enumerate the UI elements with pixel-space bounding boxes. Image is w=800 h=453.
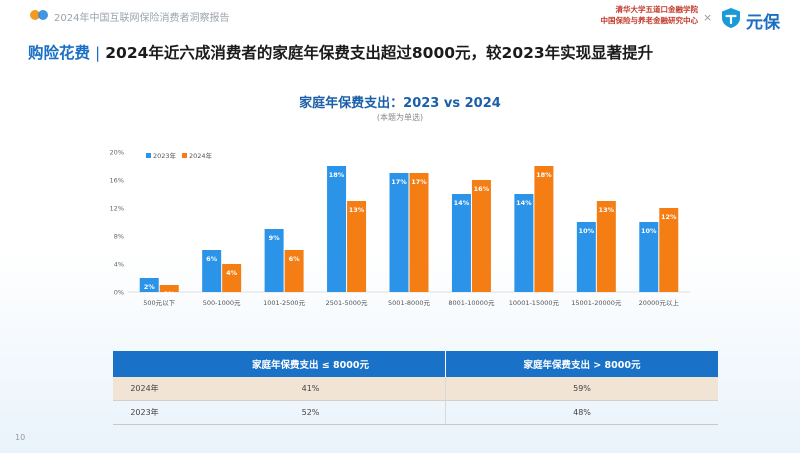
- x-tick-label: 500-1000元: [203, 299, 241, 307]
- data-label: 14%: [516, 199, 532, 207]
- bar-2024: [471, 180, 491, 292]
- bar-2024: [534, 166, 554, 292]
- y-tick-label: 12%: [110, 205, 124, 213]
- report-title: 2024年中国互联网保险消费者洞察报告: [54, 13, 230, 24]
- x-tick-label: 5001-8000元: [388, 299, 430, 307]
- logo-text: 元保: [746, 13, 780, 33]
- x-tick-label: 8001-10000元: [448, 299, 495, 307]
- table-header-cell: 家庭年保费支出 ≤ 8000元: [176, 351, 446, 377]
- table-row: 2024年 41% 59%: [113, 377, 718, 401]
- data-label: 2%: [144, 283, 156, 291]
- bar-2023: [576, 222, 596, 292]
- table-header-row: 家庭年保费支出 ≤ 8000元 家庭年保费支出 > 8000元: [113, 351, 718, 377]
- table-cell: 59%: [573, 384, 591, 393]
- bar-2024: [659, 208, 679, 292]
- headline-tag: 购险花费: [28, 44, 91, 62]
- data-label: 13%: [599, 206, 615, 214]
- collab-x-mark: ×: [703, 11, 713, 24]
- institution-line-2: 中国保险与养老金融研究中心: [600, 16, 699, 25]
- page-headline: 购险花费 | 2024年近六成消费者的家庭年保费支出超过8000元，较2023年实现…: [28, 41, 653, 63]
- institution-line-1: 清华大学五道口金融学院: [615, 5, 699, 14]
- top-bar: 2024年中国互联网保险消费者洞察报告 清华大学五道口金融学院 中国保险与养老金…: [0, 0, 800, 33]
- x-tick-label: 1001-2500元: [263, 299, 305, 307]
- bar-2024: [409, 173, 429, 292]
- legend-swatch: [182, 153, 187, 158]
- bar-2023: [389, 173, 409, 292]
- legend-swatch: [146, 153, 151, 158]
- institution-name: 清华大学五道口金融学院 中国保险与养老金融研究中心: [560, 4, 699, 26]
- table-row-label: 2023年: [130, 408, 159, 417]
- y-tick-label: 0%: [114, 289, 124, 297]
- x-tick-label: 15001-20000元: [571, 299, 622, 307]
- headline-text: 2024年近六成消费者的家庭年保费支出超过8000元，较2023年实现显著提升: [105, 44, 654, 62]
- data-label: 4%: [226, 269, 238, 277]
- data-label: 16%: [474, 185, 490, 193]
- data-label: 10%: [579, 227, 595, 235]
- brand-block: 清华大学五道口金融学院 中国保险与养老金融研究中心 × 元保: [560, 4, 790, 33]
- data-label: 18%: [329, 171, 345, 179]
- report-logo-dots: [30, 10, 50, 20]
- bar-2023: [451, 194, 471, 292]
- data-label: 17%: [411, 178, 427, 186]
- blue-dot-icon: [38, 10, 48, 20]
- table-row-label: 2024年: [130, 384, 159, 393]
- bar-2023: [264, 229, 284, 292]
- x-tick-label: 2501-5000元: [326, 299, 368, 307]
- bar-2023: [139, 278, 159, 292]
- chart-subtitle: (本题为单选): [376, 113, 424, 122]
- table-cell: 48%: [573, 408, 591, 417]
- orange-dot-icon: [30, 10, 40, 20]
- bar-2024: [347, 201, 367, 292]
- page-number: 10: [15, 433, 26, 442]
- x-tick-label: 500元以下: [143, 299, 175, 307]
- y-tick-label: 8%: [114, 233, 124, 241]
- headline-separator: |: [95, 44, 101, 62]
- bar-2024: [596, 201, 616, 292]
- y-tick-label: 4%: [114, 261, 124, 269]
- y-tick-label: 16%: [110, 177, 124, 185]
- data-label: 17%: [391, 178, 407, 186]
- table-header-cell: 家庭年保费支出 > 8000元: [523, 360, 641, 371]
- bar-2024: [284, 250, 304, 292]
- table-cell: 41%: [176, 377, 446, 400]
- bar-2023: [202, 250, 222, 292]
- data-label: 1%: [164, 290, 176, 298]
- legend-label: 2024年: [189, 151, 213, 160]
- data-label: 9%: [269, 234, 281, 242]
- data-label: 13%: [349, 206, 365, 214]
- data-label: 18%: [536, 171, 552, 179]
- bar-chart: 0% 4% 8% 12% 16% 20% 2% 1%500元以下 6% 4% 500-1000元 9%…: [110, 149, 690, 307]
- bar-2023: [639, 222, 659, 292]
- data-label: 14%: [454, 199, 470, 207]
- data-label: 12%: [661, 213, 677, 221]
- chart-title: 家庭年保费支出：2023 vs 2024: [299, 96, 501, 111]
- yuanbao-logo-icon: [722, 8, 740, 28]
- summary-table: 家庭年保费支出 ≤ 8000元 家庭年保费支出 > 8000元 2024年 41…: [113, 351, 718, 425]
- table-row: 2023年 52% 48%: [113, 401, 718, 425]
- x-tick-label: 10001-15000元: [509, 299, 560, 307]
- legend-label: 2023年: [153, 151, 177, 160]
- bar-2024: [222, 264, 242, 292]
- table-cell: 52%: [176, 401, 446, 424]
- data-label: 6%: [289, 255, 301, 263]
- x-tick-label: 20000元以上: [639, 298, 680, 307]
- bar-2023: [514, 194, 534, 292]
- data-label: 6%: [206, 255, 218, 263]
- data-label: 10%: [641, 227, 657, 235]
- bar-2024: [159, 285, 179, 292]
- y-tick-label: 20%: [110, 149, 124, 157]
- table-header-cell: [113, 351, 176, 377]
- bar-2023: [327, 166, 347, 292]
